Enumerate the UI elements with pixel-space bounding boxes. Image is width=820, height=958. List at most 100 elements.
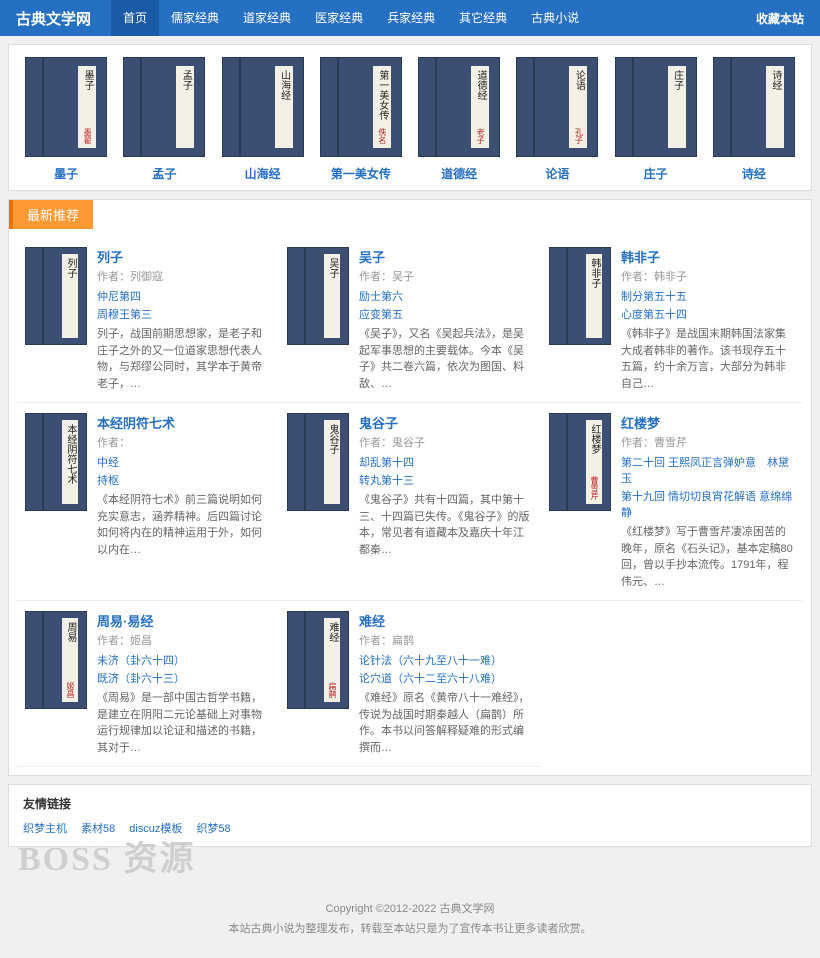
card-title[interactable]: 难经: [359, 611, 533, 630]
cover-title: 道德经: [471, 70, 489, 100]
book-carousel: 墨子墨翟墨子孟子孟子山海经山海经第一美女传佚名第一美女传道德经老子道德经论语孔子…: [8, 44, 812, 191]
book-card: 列子列子作者：列御寇仲尼第四周穆王第三列子，战国前期思想家，是老子和庄子之外的又…: [17, 237, 279, 403]
card-author: 作者：扁鹊: [359, 632, 533, 648]
cover-title: 庄子: [668, 70, 686, 90]
nav-item[interactable]: 道家经典: [231, 0, 303, 36]
friend-link[interactable]: 织梦主机: [23, 820, 67, 836]
site-logo[interactable]: 古典文学网: [16, 8, 91, 29]
chapter-link[interactable]: 既济（卦六十三）: [97, 670, 271, 686]
card-author: 作者：韩非子: [621, 268, 795, 284]
carousel-item[interactable]: 庄子庄子: [611, 57, 701, 182]
chapter-link[interactable]: 心度第五十四: [621, 306, 795, 322]
chapter-link[interactable]: 仲尼第四: [97, 288, 271, 304]
card-author: 作者：姬昌: [97, 632, 271, 648]
chapter-link[interactable]: 周穆王第三: [97, 306, 271, 322]
carousel-item[interactable]: 道德经老子道德经: [414, 57, 504, 182]
card-title[interactable]: 列子: [97, 247, 271, 266]
book-cover: 道德经老子: [418, 57, 500, 157]
carousel-item[interactable]: 论语孔子论语: [512, 57, 602, 182]
card-author: 作者：吴子: [359, 268, 533, 284]
footer-note: 本站古典小说为整理发布，转载至本站只是为了宣传本书让更多读者欣赏。: [0, 920, 820, 940]
footer: Copyright ©2012-2022 古典文学网 本站古典小说为整理发布，转…: [0, 888, 820, 958]
cover-title: 论语: [569, 70, 587, 90]
card-desc: 列子，战国前期思想家，是老子和庄子之外的又一位道家思想代表人物，与郑缪公同时，其…: [97, 326, 271, 392]
chapter-link[interactable]: 励士第六: [359, 288, 533, 304]
carousel-title: 墨子: [54, 165, 78, 182]
book-cover: 庄子: [615, 57, 697, 157]
friend-links-section: 友情链接 织梦主机素材58discuz模板织梦58: [8, 784, 812, 847]
card-title[interactable]: 鬼谷子: [359, 413, 533, 432]
card-cover[interactable]: 难经扁鹊: [287, 611, 349, 709]
card-desc: 《吴子》，又名《吴起兵法》，是吴起军事思想的主要载体。今本《吴子》共二卷六篇，依…: [359, 326, 533, 392]
cover-author: 孔子: [569, 128, 587, 144]
book-card: 周易姬昌周易·易经作者：姬昌未济（卦六十四） 既济（卦六十三） 《周易》是一部中国古…: [17, 601, 279, 767]
carousel-title: 论语: [545, 165, 569, 182]
card-author: 作者：鬼谷子: [359, 434, 533, 450]
book-cover: 孟子: [123, 57, 205, 157]
card-title[interactable]: 本经阴符七术: [97, 413, 271, 432]
carousel-title: 道德经: [441, 165, 477, 182]
card-title[interactable]: 红楼梦: [621, 413, 795, 432]
carousel-item[interactable]: 第一美女传佚名第一美女传: [316, 57, 406, 182]
card-cover[interactable]: 吴子: [287, 247, 349, 345]
card-cover[interactable]: 鬼谷子: [287, 413, 349, 511]
book-card: 韩非子韩非子作者：韩非子制分第五十五心度第五十四《韩非子》是战国末期韩国法家集大…: [541, 237, 803, 403]
bookmark-link[interactable]: 收藏本站: [756, 10, 804, 27]
carousel-item[interactable]: 孟子孟子: [119, 57, 209, 182]
carousel-title: 第一美女传: [331, 165, 391, 182]
chapter-link[interactable]: 应变第五: [359, 306, 533, 322]
nav-item[interactable]: 儒家经典: [159, 0, 231, 36]
carousel-item[interactable]: 墨子墨翟墨子: [21, 57, 111, 182]
carousel-title: 庄子: [644, 165, 668, 182]
chapter-link[interactable]: 第十九回 情切切良宵花解语 意绵绵静: [621, 488, 795, 520]
chapter-link[interactable]: 未济（卦六十四）: [97, 652, 271, 668]
card-author: 作者：: [97, 434, 271, 450]
book-cover: 第一美女传佚名: [320, 57, 402, 157]
main-nav: 首页儒家经典道家经典医家经典兵家经典其它经典古典小说: [111, 0, 756, 36]
friend-link[interactable]: 素材58: [81, 820, 115, 836]
nav-item[interactable]: 兵家经典: [375, 0, 447, 36]
book-card: 鬼谷子鬼谷子作者：鬼谷子却乱第十四转丸第十三《鬼谷子》共有十四篇，其中第十三、十…: [279, 403, 541, 601]
nav-item[interactable]: 医家经典: [303, 0, 375, 36]
section-title: 最新推荐: [9, 200, 93, 229]
friend-link[interactable]: 织梦58: [196, 820, 230, 836]
book-cover: 墨子墨翟: [25, 57, 107, 157]
card-cover[interactable]: 本经阴符七术: [25, 413, 87, 511]
nav-item[interactable]: 其它经典: [447, 0, 519, 36]
cover-title: 山海经: [275, 70, 293, 100]
carousel-title: 孟子: [152, 165, 176, 182]
card-cover[interactable]: 列子: [25, 247, 87, 345]
card-cover[interactable]: 红楼梦曹雪芹: [549, 413, 611, 511]
chapter-link[interactable]: 持枢: [97, 472, 271, 488]
nav-item[interactable]: 古典小说: [519, 0, 591, 36]
nav-item[interactable]: 首页: [111, 0, 159, 36]
card-desc: 《难经》原名《黄帝八十一难经》，传说为战国时期秦越人（扁鹊）所作。本书以问答解释…: [359, 690, 533, 756]
recommend-section: 最新推荐 列子列子作者：列御寇仲尼第四周穆王第三列子，战国前期思想家，是老子和庄…: [8, 199, 812, 776]
card-desc: 《本经阴符七术》前三篇说明如何充实意志，涵养精神。后四篇讨论如何将内在的精神运用…: [97, 492, 271, 558]
chapter-link[interactable]: 制分第五十五: [621, 288, 795, 304]
book-card: 难经扁鹊难经作者：扁鹊论针法（六十九至八十一难） 论穴道（六十二至六十八难） 《难经…: [279, 601, 541, 767]
book-cover: 诗经: [713, 57, 795, 157]
main-header: 古典文学网 首页儒家经典道家经典医家经典兵家经典其它经典古典小说 收藏本站: [0, 0, 820, 36]
card-title[interactable]: 韩非子: [621, 247, 795, 266]
card-desc: 《周易》是一部中国古哲学书籍，是建立在阴阳二元论基础上对事物运行规律加以论证和描…: [97, 690, 271, 756]
carousel-title: 诗经: [742, 165, 766, 182]
chapter-link[interactable]: 第二十回 王熙凤正言弹妒意 林黛玉: [621, 454, 795, 486]
book-cover: 山海经: [222, 57, 304, 157]
carousel-item[interactable]: 山海经山海经: [218, 57, 308, 182]
chapter-link[interactable]: 转丸第十三: [359, 472, 533, 488]
chapter-link[interactable]: 却乱第十四: [359, 454, 533, 470]
card-title[interactable]: 周易·易经: [97, 611, 271, 630]
copyright: Copyright ©2012-2022 古典文学网: [0, 900, 820, 920]
card-cover[interactable]: 韩非子: [549, 247, 611, 345]
chapter-link[interactable]: 论针法（六十九至八十一难）: [359, 652, 533, 668]
card-desc: 《鬼谷子》共有十四篇，其中第十三、十四篇已失传。《鬼谷子》的版本，常见者有道藏本…: [359, 492, 533, 558]
carousel-item[interactable]: 诗经诗经: [709, 57, 799, 182]
card-cover[interactable]: 周易姬昌: [25, 611, 87, 709]
chapter-link[interactable]: 中经: [97, 454, 271, 470]
cover-author: 佚名: [373, 128, 391, 144]
book-grid: 列子列子作者：列御寇仲尼第四周穆王第三列子，战国前期思想家，是老子和庄子之外的又…: [9, 229, 811, 775]
card-title[interactable]: 吴子: [359, 247, 533, 266]
friend-link[interactable]: discuz模板: [129, 820, 182, 836]
chapter-link[interactable]: 论穴道（六十二至六十八难）: [359, 670, 533, 686]
